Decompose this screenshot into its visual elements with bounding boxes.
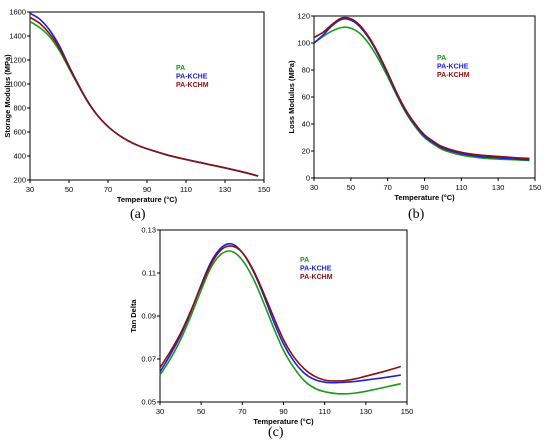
x-tick-label-a: 30 — [26, 185, 34, 194]
y-tick-label-c: 0.11 — [142, 269, 156, 278]
x-tick-label-a: 90 — [143, 185, 151, 194]
legend-entry-pa-kchm-b: PA-KCHM — [437, 72, 470, 79]
y-tick-label-c: 0.05 — [141, 398, 156, 407]
legend-entry-pa-a: PA — [176, 65, 185, 72]
x-tick-label-c: 150 — [401, 407, 414, 416]
series-line-pa-kche-c — [159, 242, 401, 384]
series-line-pa-kchm-c — [159, 245, 402, 382]
y-tick-label-a: 1000 — [9, 80, 26, 89]
x-tick-label-c: 30 — [156, 407, 164, 416]
x-tick-label-a: 110 — [180, 185, 192, 194]
series-line-pa-b — [313, 26, 530, 162]
x-axis-title-c: Temperature (°C) — [253, 417, 314, 426]
y-tick-label-a: 400 — [13, 152, 26, 161]
x-tick-label-b: 30 — [310, 183, 318, 192]
y-axis-title-b: Loss Modulus (MPa) — [287, 60, 296, 133]
y-tick-label-c: 0.13 — [141, 226, 156, 235]
caption-b: (b) — [408, 207, 425, 222]
series-line-pa-c — [159, 250, 401, 395]
legend-entry-pa-kchm-a: PA-KCHM — [176, 82, 209, 89]
y-axis-title-a: Storage Modulus (MPa) — [3, 54, 12, 138]
y-tick-label-a: 1200 — [9, 56, 26, 65]
x-axis-title-a: Temperature (°C) — [117, 195, 178, 204]
x-tick-label-b: 70 — [383, 183, 391, 192]
x-tick-label-c: 50 — [197, 407, 205, 416]
y-tick-label-b: 20 — [302, 147, 310, 156]
y-tick-label-b: 40 — [302, 120, 310, 129]
x-tick-label-b: 90 — [420, 183, 428, 192]
legend-entry-pa-kche-b: PA-KCHE — [437, 64, 469, 71]
legend-entry-pa-b: PA — [437, 55, 446, 62]
y-tick-label-b: 60 — [302, 93, 310, 102]
y-axis-title-c: Tan Delta — [129, 299, 138, 333]
x-tick-label-a: 70 — [104, 185, 112, 194]
series-line-pa-kche-a — [29, 12, 259, 177]
x-tick-label-a: 50 — [65, 185, 73, 194]
legend-entry-pa-kchm-c: PA-KCHM — [300, 274, 333, 281]
plot-frame-a — [29, 11, 265, 181]
y-tick-label-b: 100 — [297, 39, 310, 48]
y-tick-label-b: 0 — [306, 174, 310, 183]
y-tick-label-a: 200 — [13, 176, 26, 185]
plot-frame-b — [313, 15, 536, 179]
y-tick-label-b: 80 — [302, 66, 310, 75]
x-tick-label-c: 70 — [238, 407, 246, 416]
y-tick-label-c: 0.09 — [141, 312, 156, 321]
series-line-pa-kche-b — [313, 18, 530, 161]
x-tick-label-b: 110 — [455, 183, 467, 192]
legend-entry-pa-kche-c: PA-KCHE — [300, 266, 332, 273]
y-tick-label-c: 0.07 — [141, 355, 156, 364]
y-tick-label-a: 600 — [13, 128, 26, 137]
x-axis-title-b: Temperature (°C) — [394, 193, 455, 202]
x-tick-label-b: 130 — [492, 183, 505, 192]
y-tick-label-a: 1600 — [9, 8, 26, 17]
x-tick-label-b: 50 — [347, 183, 355, 192]
plot-frame-c — [159, 229, 408, 403]
y-tick-label-b: 120 — [297, 12, 310, 21]
x-tick-label-c: 90 — [279, 407, 287, 416]
caption-a: (a) — [130, 207, 146, 222]
series-line-pa-a — [29, 20, 259, 177]
caption-c: (c) — [268, 425, 284, 440]
y-tick-label-a: 800 — [13, 104, 26, 113]
x-tick-label-b: 150 — [529, 183, 542, 192]
x-tick-label-c: 130 — [360, 407, 373, 416]
legend-entry-pa-kche-a: PA-KCHE — [176, 74, 208, 81]
series-line-pa-kchm-b — [313, 16, 530, 160]
x-tick-label-a: 130 — [219, 185, 232, 194]
legend-entry-pa-c: PA — [300, 257, 309, 264]
y-tick-label-a: 1400 — [9, 32, 26, 41]
x-tick-label-a: 150 — [258, 185, 271, 194]
series-line-pa-kchm-a — [29, 16, 259, 177]
x-tick-label-c: 110 — [319, 407, 331, 416]
